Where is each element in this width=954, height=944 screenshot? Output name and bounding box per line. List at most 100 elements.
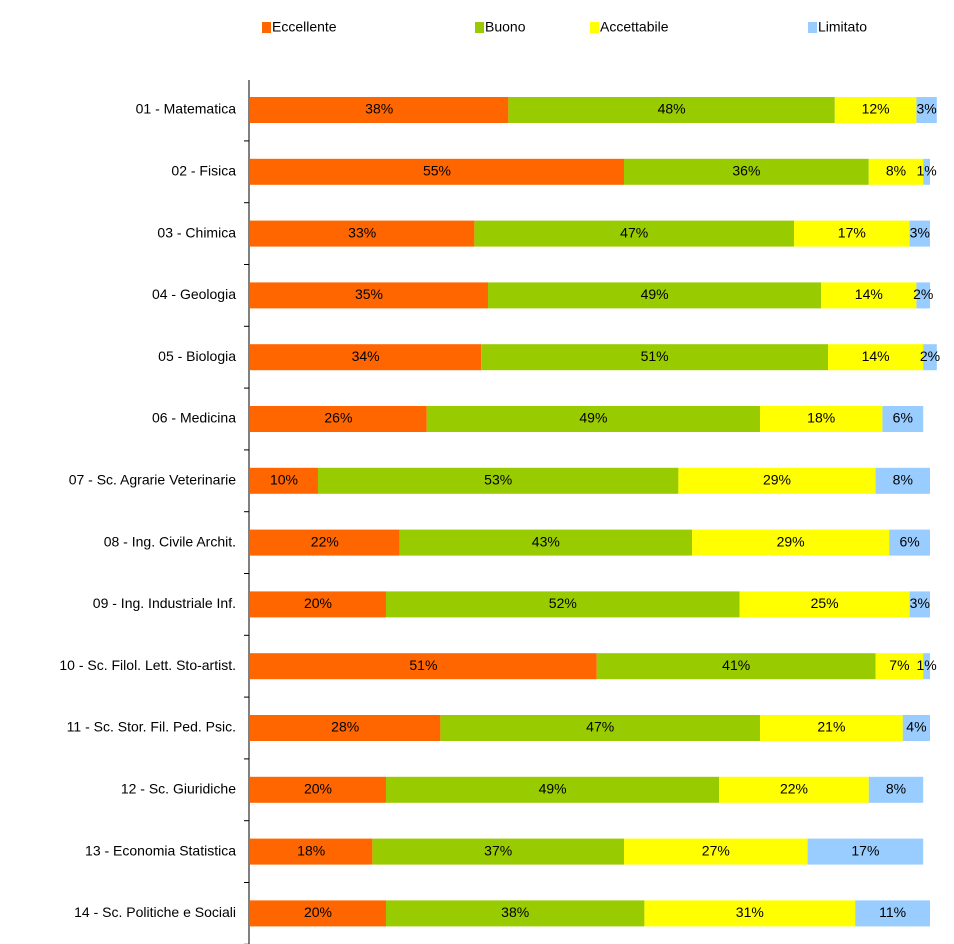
- bar-segment: [875, 653, 924, 680]
- y-tick-label: 09 - Ing. Industriale Inf.: [93, 595, 236, 611]
- bar-segment: [386, 900, 645, 927]
- bar-segment: [386, 776, 720, 803]
- value-label: 48%: [658, 101, 686, 117]
- bar-segment: [909, 220, 930, 247]
- bar-segment: [474, 220, 794, 247]
- y-tick-label: 11 - Sc. Stor. Fil. Ped. Psic.: [67, 719, 236, 735]
- bar-segment: [909, 591, 930, 618]
- bar-segment: [488, 282, 822, 309]
- legend-label: Limitato: [818, 19, 867, 35]
- bar-segment: [372, 838, 624, 865]
- value-label: 4%: [906, 719, 926, 735]
- bar-segment: [250, 529, 400, 556]
- bar-segment: [250, 838, 373, 865]
- y-tick-label: 07 - Sc. Agrarie Veterinarie: [69, 472, 237, 488]
- value-label: 33%: [348, 224, 376, 240]
- legend-swatch: [590, 22, 599, 33]
- value-label: 31%: [736, 904, 764, 920]
- bar-segment: [250, 282, 488, 309]
- bar-segment: [794, 220, 910, 247]
- value-label: 8%: [886, 781, 906, 797]
- y-tick-label: 14 - Sc. Politiche e Sociali: [74, 904, 236, 920]
- bar-segment: [855, 900, 930, 927]
- value-label: 20%: [304, 781, 332, 797]
- value-label: 38%: [365, 101, 393, 117]
- y-tick-label: 13 - Economia Statistica: [85, 842, 236, 858]
- bar-segment: [250, 97, 509, 123]
- value-label: 53%: [484, 472, 512, 488]
- value-label: 25%: [811, 595, 839, 611]
- value-label: 22%: [780, 781, 808, 797]
- value-label: 43%: [532, 533, 560, 549]
- y-tick-label: 01 - Matematica: [136, 101, 237, 117]
- bar-segment: [250, 776, 386, 803]
- value-label: 3%: [910, 224, 930, 240]
- bar-segment: [250, 406, 427, 432]
- bar-segment: [250, 220, 475, 247]
- value-label: 6%: [899, 533, 919, 549]
- value-label: 3%: [910, 595, 930, 611]
- value-label: 34%: [352, 348, 380, 364]
- bar-segment: [760, 715, 903, 741]
- value-label: 29%: [777, 533, 805, 549]
- legend-label: Buono: [485, 19, 526, 35]
- bar-segment: [250, 653, 597, 680]
- y-tick-label: 04 - Geologia: [152, 286, 236, 302]
- bar-segment: [481, 344, 828, 371]
- value-label: 11%: [879, 904, 906, 920]
- value-label: 35%: [355, 286, 383, 302]
- value-label: 17%: [851, 842, 879, 858]
- value-label: 51%: [409, 657, 437, 673]
- value-label: 12%: [862, 101, 890, 117]
- bar-segment: [923, 344, 937, 371]
- bar-segment: [250, 591, 386, 618]
- value-label: 7%: [889, 657, 909, 673]
- bar-segment: [250, 900, 386, 927]
- value-label: 8%: [893, 472, 913, 488]
- bar-segment: [868, 158, 924, 185]
- bar-segment: [923, 653, 930, 680]
- bar-segment: [902, 715, 930, 741]
- bar-segment: [508, 97, 835, 123]
- value-label: 10%: [270, 472, 298, 488]
- value-label: 51%: [641, 348, 669, 364]
- bar-segment: [250, 715, 441, 741]
- value-label: 20%: [304, 904, 332, 920]
- y-tick-label: 10 - Sc. Filol. Lett. Sto-artist.: [59, 657, 236, 673]
- value-label: 21%: [817, 719, 845, 735]
- bar-segment: [250, 467, 318, 494]
- bar-segment: [916, 97, 937, 123]
- bar-segment: [678, 467, 876, 494]
- bar-segment: [644, 900, 856, 927]
- bar-segment: [807, 838, 924, 865]
- value-label: 6%: [893, 410, 913, 426]
- y-tick-label: 12 - Sc. Giuridiche: [121, 781, 236, 797]
- bar-segment: [821, 282, 917, 309]
- value-label: 3%: [916, 101, 936, 117]
- value-label: 14%: [862, 348, 890, 364]
- bar-segment: [399, 529, 692, 556]
- y-tick-label: 02 - Fisica: [171, 163, 236, 179]
- bar-segment: [828, 344, 924, 371]
- bar-segment: [916, 282, 930, 309]
- bar-segment: [882, 406, 924, 432]
- bar-segment: [692, 529, 890, 556]
- value-label: 49%: [579, 410, 607, 426]
- legend-swatch: [475, 22, 484, 33]
- value-label: 2%: [920, 348, 940, 364]
- y-tick-label: 03 - Chimica: [157, 224, 236, 240]
- bar-segment: [834, 97, 917, 123]
- value-label: 29%: [763, 472, 791, 488]
- bar-segment: [318, 467, 679, 494]
- bar-segment: [250, 158, 624, 185]
- legend-swatch: [808, 22, 817, 33]
- value-label: 41%: [722, 657, 750, 673]
- value-label: 49%: [539, 781, 567, 797]
- bar-segment: [386, 591, 740, 618]
- bar-segment: [875, 467, 930, 494]
- value-label: 18%: [807, 410, 835, 426]
- value-label: 47%: [586, 719, 614, 735]
- y-tick-label: 05 - Biologia: [158, 348, 236, 364]
- bar-segment: [624, 838, 808, 865]
